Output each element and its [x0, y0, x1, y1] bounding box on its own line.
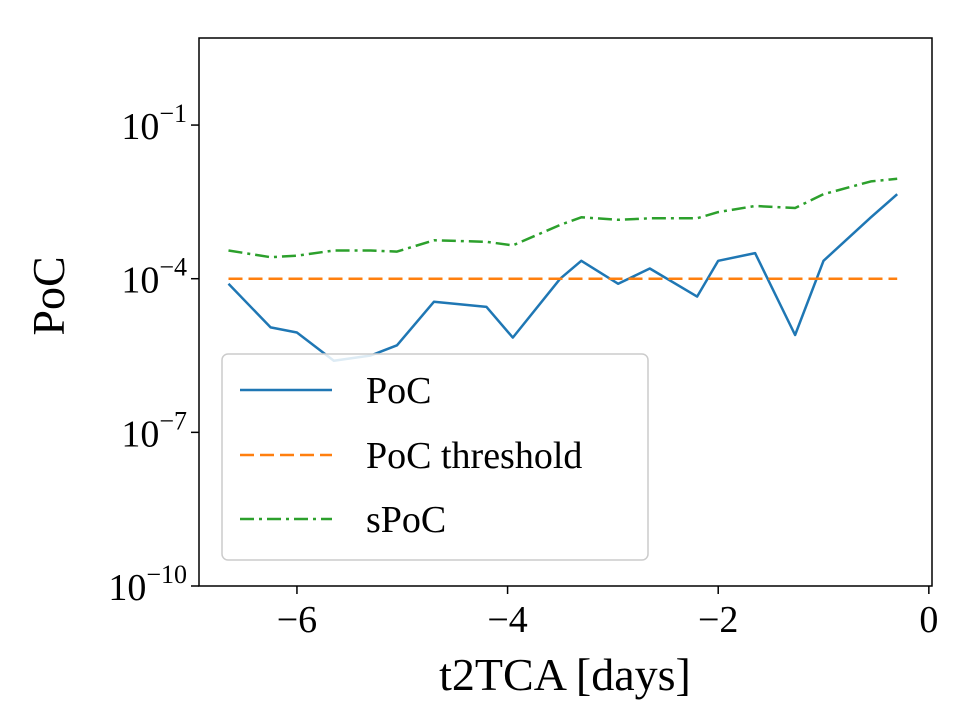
- y-axis: 10−1 10−4 10−7 10−10: [108, 99, 199, 609]
- legend-box: [221, 353, 649, 561]
- y-tick-label: 10−7: [121, 406, 187, 455]
- x-tick-label: −2: [698, 599, 738, 641]
- x-tick-label: 0: [919, 599, 938, 641]
- legend-label: PoC: [366, 370, 431, 412]
- legend-label: PoC threshold: [366, 435, 582, 477]
- x-axis-title: t2TCA [days]: [439, 649, 691, 700]
- y-tick-label: 10−1: [121, 99, 187, 148]
- series-layer: [227, 177, 899, 362]
- x-tick-label: −4: [487, 599, 527, 641]
- plot-frame: [198, 37, 933, 587]
- y-tick-label: 10−10: [108, 560, 187, 609]
- x-tick-label: −6: [277, 599, 317, 641]
- legend-entries: PoC PoC threshold sPoC: [240, 370, 582, 541]
- series-line-spoc: [228, 177, 898, 259]
- y-axis-title: PoC: [23, 256, 74, 335]
- legend-label: sPoC: [366, 499, 446, 541]
- x-axis: −6 −4 −2 0: [277, 586, 938, 641]
- legend: PoC PoC threshold sPoC: [221, 353, 649, 561]
- y-tick-label: 10−4: [121, 253, 187, 302]
